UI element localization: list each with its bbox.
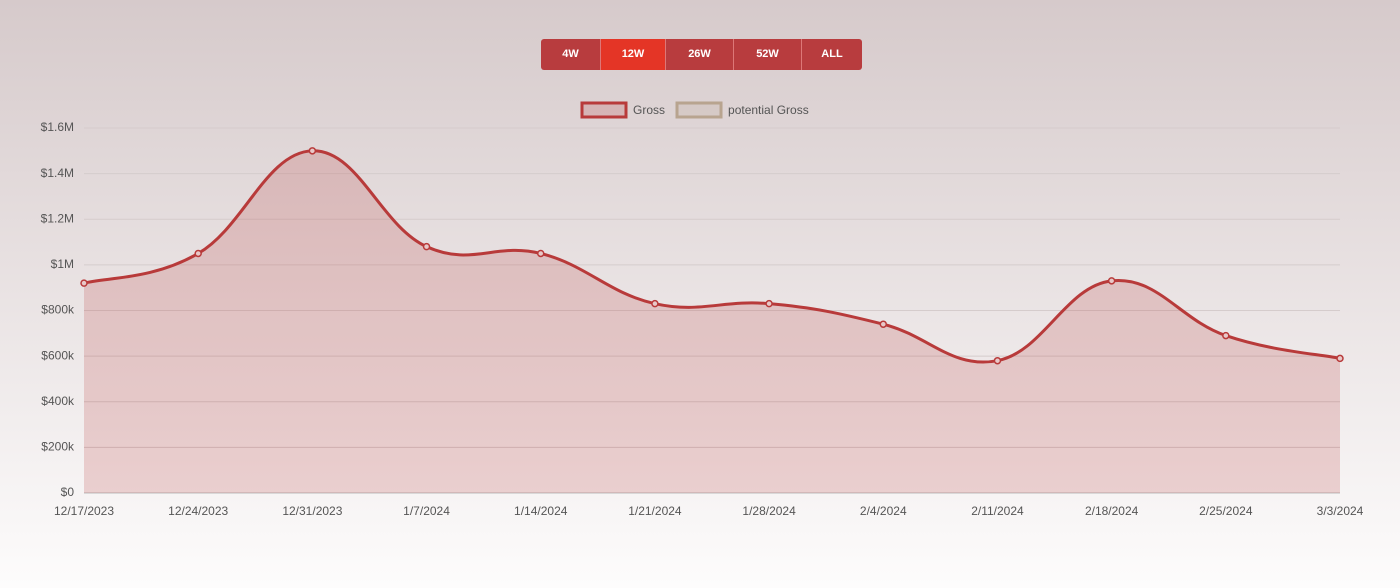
point — [879, 320, 888, 328]
x-tick-label: 1/28/2024 — [742, 504, 796, 518]
x-tick-label: 2/25/2024 — [1199, 504, 1253, 518]
point — [1222, 331, 1230, 340]
point — [80, 279, 88, 287]
point — [993, 356, 1002, 365]
y-tick-label: $400k — [41, 394, 75, 408]
point — [194, 249, 202, 258]
x-tick-label: 2/11/2024 — [971, 504, 1024, 518]
point — [422, 242, 431, 251]
x-tick-label: 2/18/2024 — [1085, 504, 1139, 518]
x-tick-label: 2/4/2024 — [860, 504, 907, 518]
x-tick-label: 3/3/2024 — [1317, 504, 1364, 518]
y-tick-label: $1.2M — [41, 211, 74, 225]
point — [536, 249, 545, 258]
y-tick-label: $1M — [51, 257, 74, 271]
range-button[interactable]: 4W — [541, 39, 601, 70]
y-tick-label: $0 — [61, 485, 75, 499]
x-tick-label: 12/31/2023 — [282, 504, 342, 518]
y-tick-label: $1.4M — [41, 166, 74, 180]
range-button[interactable]: 52W — [734, 39, 802, 70]
x-tick-label: 1/7/2024 — [403, 504, 450, 518]
range-button[interactable]: 12W — [601, 39, 666, 70]
area — [84, 150, 1340, 493]
point — [651, 299, 659, 308]
point — [1107, 277, 1116, 285]
point — [765, 299, 773, 308]
point — [308, 147, 317, 155]
x-tick-label: 12/24/2023 — [168, 504, 228, 518]
x-tick-label: 12/17/2023 — [54, 504, 114, 518]
range-button[interactable]: ALL — [802, 39, 862, 70]
y-tick-label: $600k — [41, 348, 75, 362]
y-tick-label: $800k — [41, 303, 75, 317]
range-button[interactable]: 26W — [666, 39, 734, 70]
legend-label: potential Gross — [728, 103, 809, 117]
range-buttons: 4W 12W 26W 52W ALL — [541, 39, 862, 70]
legend-swatch — [580, 101, 628, 119]
y-tick-label: $1.6M — [41, 120, 74, 134]
legend-swatch — [675, 101, 723, 119]
y-tick-label: $200k — [41, 440, 75, 454]
point — [1336, 354, 1344, 363]
x-tick-label: 1/14/2024 — [514, 504, 568, 518]
x-tick-label: 1/21/2024 — [628, 504, 682, 518]
legend-label: Gross — [633, 103, 665, 117]
